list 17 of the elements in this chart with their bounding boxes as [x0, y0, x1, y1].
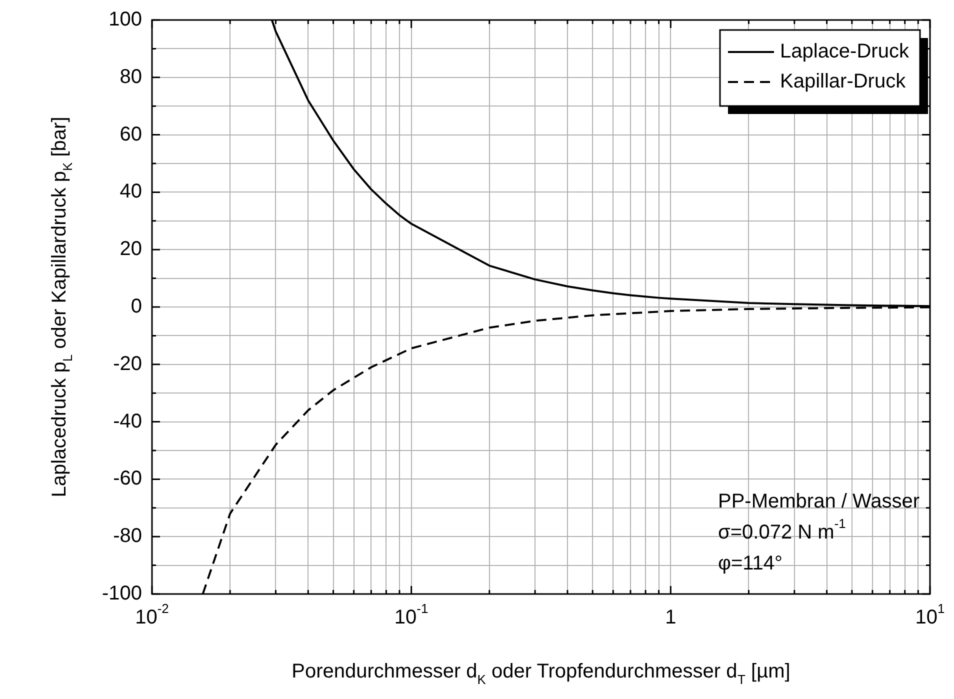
y-tick-label: -20 [113, 352, 142, 375]
annotation: PP-Membran / Wasser [718, 490, 920, 513]
annotation: φ=114° [718, 552, 783, 575]
y-tick-label: -40 [113, 410, 142, 432]
y-tick-label: -100 [102, 582, 142, 605]
y-tick-label: 40 [120, 180, 142, 203]
y-tick-label: 80 [120, 66, 142, 88]
y-tick-label: 20 [120, 238, 142, 260]
legend-label: Kapillar-Druck [780, 70, 907, 93]
y-tick-label: 0 [130, 296, 142, 318]
y-axis-title: Laplacedruck pL oder Kapillardruck pK [bar] [48, 116, 75, 498]
legend-label: Laplace-Druck [780, 40, 910, 63]
y-tick-label: 100 [108, 8, 142, 31]
y-tick-label: -60 [113, 468, 142, 490]
x-tick-label: 1 [665, 606, 676, 629]
y-tick-label: 60 [120, 123, 142, 146]
y-tick-label: -80 [113, 525, 142, 548]
